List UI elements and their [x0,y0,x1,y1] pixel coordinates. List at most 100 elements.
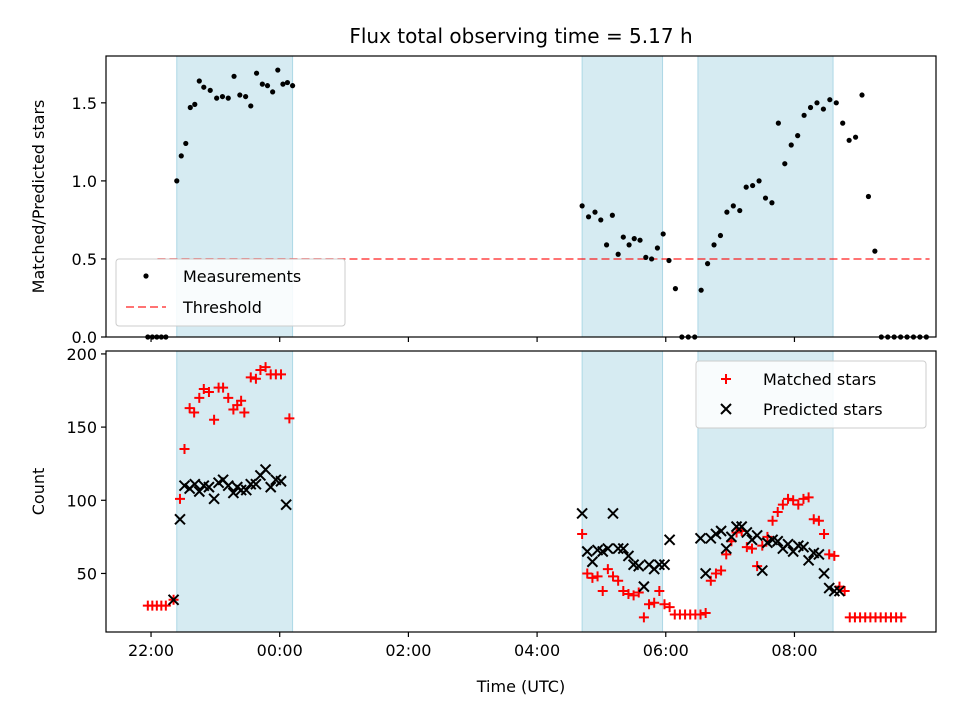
matched-star-point [587,572,598,583]
matched-star-point [597,586,608,597]
y-tick-label: 150 [66,418,97,437]
measurement-point [178,153,184,159]
predicted-star-point [715,525,727,537]
measurement-point [724,209,730,215]
predicted-star-point [756,564,768,577]
measurement-point [231,73,237,79]
y-tick-label: 1.0 [72,172,97,191]
predicted-star-point [189,478,201,490]
measurement-point [743,184,749,190]
predicted-star-point [730,520,743,533]
matched-star-point [174,493,185,504]
y-tick-label: 0.5 [72,250,97,269]
matched-star-point [160,600,171,611]
matched-star-point [638,612,649,623]
measurement-point [814,100,820,106]
measurement-point [237,92,243,98]
predicted-star-point [741,526,753,539]
measurement-point [631,236,637,242]
measurement-point [859,92,865,98]
matched-star-point [793,499,804,510]
measurement-point [775,120,781,126]
measurement-point [788,142,794,148]
matched-star-point [602,564,613,575]
matched-star-point [710,568,721,579]
predicted-star-point [275,475,287,487]
measurement-point [174,178,180,184]
measurement-point [730,203,736,209]
observing-band [581,350,664,633]
matched-star-point [839,586,850,597]
measurement-point [840,120,846,126]
predicted-star-point [828,585,841,597]
measurement-point [782,161,788,167]
predicted-star-point [720,542,732,555]
measurement-point [626,242,632,248]
matched-star-point [284,413,295,424]
measurement-point [609,212,615,218]
matched-star-point [783,493,794,504]
measurement-point [280,81,286,87]
y-tick-label: 50 [77,564,97,583]
predicted-star-point [833,585,846,597]
predicted-star-point [699,567,712,580]
matched-star-point [623,588,634,599]
matched-star-point [824,549,835,560]
predicted-star-point [617,542,630,555]
predicted-star-point [280,498,292,511]
matched-star-point [577,528,588,539]
measurement-point [201,84,207,90]
matched-star-point [239,407,250,418]
bottom-panel: 50 100 150 200 22:00 00:00 02:00 04:00 06:00 08:0… [29,345,937,696]
measurement-point [643,254,649,260]
matched-star-point [746,543,757,554]
matched-star-point [236,395,247,406]
matched-star-point [819,528,830,539]
observing-band [581,55,664,338]
measurement-point [833,100,839,106]
y-tick-label: 100 [66,491,97,510]
predicted-star-point [612,542,624,555]
x-tick-label: 04:00 [514,641,560,660]
measurement-point [579,203,585,209]
predicted-star-point [607,507,619,520]
predicted-star-point [581,545,593,558]
measurement-point [585,214,592,220]
legend-label: Threshold [182,298,262,317]
chart-title: Flux total observing time = 5.17 h [349,24,692,48]
matched-star-point [659,599,670,610]
x-tick-label: 08:00 [771,641,817,660]
legend-box [695,360,927,429]
measurement-point [666,257,672,264]
predicted-star-point [658,558,671,571]
measurement-point [196,78,202,84]
measurement-point [284,79,291,86]
matched-star-point [695,609,706,620]
matched-star-point [896,612,907,623]
matched-star-point [198,384,209,395]
predicted-star-point [250,478,262,490]
matched-star-point [716,565,727,576]
predicted-star-point [222,479,234,492]
axes-frame [105,350,937,633]
measurement-point [654,245,661,251]
predicted-star-point [265,481,277,493]
measurement-point [704,261,711,267]
predicted-star-point [602,542,614,555]
y-tick-label: 0.0 [72,328,97,347]
x-axis-label: Time (UTC) [476,677,565,696]
predicted-star-point [227,487,240,499]
matched-star-point [649,597,660,608]
legend-label: Predicted stars [763,400,883,419]
matched-star-point [788,495,799,506]
measurement-point [289,83,296,89]
measurement-point [637,237,643,243]
matched-star-point [633,587,644,598]
measurement-point [615,251,621,257]
measurement-point [827,97,833,103]
measurement-point [660,231,666,237]
measurement-point [264,83,271,89]
measurement-point [865,193,872,200]
matched-star-point [250,373,261,384]
measurement-point [275,67,281,73]
